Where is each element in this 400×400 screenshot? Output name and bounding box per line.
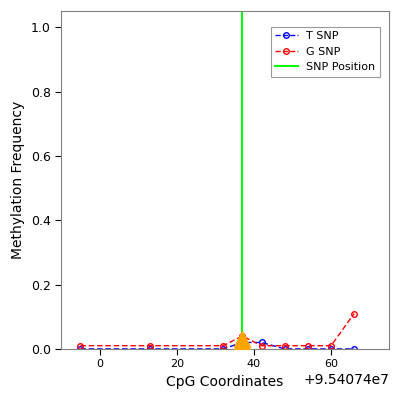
Y-axis label: Methylation Frequency: Methylation Frequency (11, 101, 25, 259)
X-axis label: CpG Coordinates: CpG Coordinates (166, 375, 284, 389)
Legend: T SNP, G SNP, SNP Position: T SNP, G SNP, SNP Position (271, 27, 380, 77)
